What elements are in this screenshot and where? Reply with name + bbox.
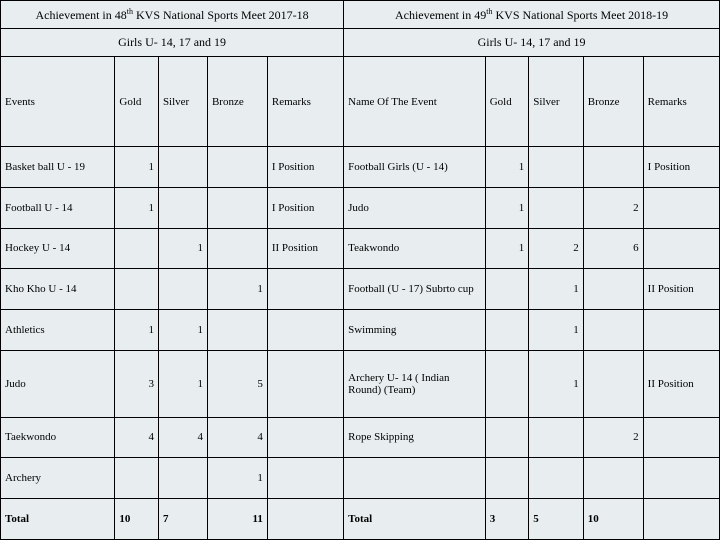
col-header: Silver <box>529 57 583 147</box>
col-header: Gold <box>115 57 159 147</box>
col-header: Bronze <box>207 57 267 147</box>
right-title: Achievement in 49th KVS National Sports … <box>344 1 720 29</box>
col-header: Name Of The Event <box>344 57 486 147</box>
table-row: Athletics11 Swimming1 <box>1 310 720 351</box>
col-header: Gold <box>485 57 529 147</box>
col-header: Bronze <box>583 57 643 147</box>
table-row: Hockey U - 141II Position Teakwondo126 <box>1 228 720 269</box>
col-header: Events <box>1 57 115 147</box>
table-row: Archery1 <box>1 458 720 499</box>
table-row: Judo315 Archery U- 14 ( Indian Round) (T… <box>1 350 720 417</box>
table-row: Taekwondo444 Rope Skipping2 <box>1 417 720 458</box>
left-subtitle: Girls U- 14, 17 and 19 <box>1 29 344 57</box>
col-header: Remarks <box>267 57 343 147</box>
table-row: Basket ball U - 191I Position Football G… <box>1 147 720 188</box>
left-title: Achievement in 48th KVS National Sports … <box>1 1 344 29</box>
sports-achievement-table: Achievement in 48th KVS National Sports … <box>0 0 720 540</box>
table-row: Football U - 141I Position Judo12 <box>1 187 720 228</box>
table-row: Kho Kho U - 141 Football (U - 17) Subrto… <box>1 269 720 310</box>
col-header: Remarks <box>643 57 719 147</box>
total-row: Total10711 Total3510 <box>1 499 720 540</box>
col-header: Silver <box>158 57 207 147</box>
right-subtitle: Girls U- 14, 17 and 19 <box>344 29 720 57</box>
